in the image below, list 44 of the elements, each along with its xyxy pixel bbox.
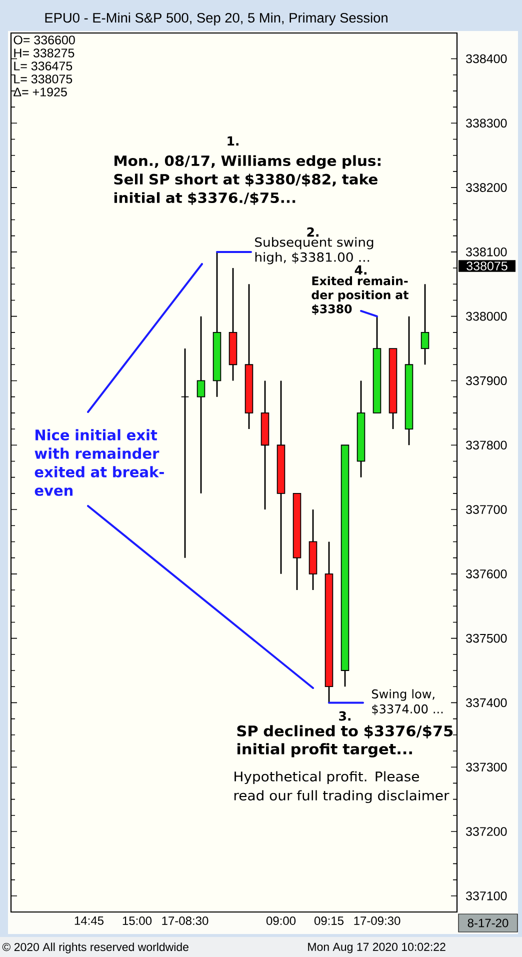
x-tick-label: 09:15 xyxy=(314,916,344,926)
text: 8-17-20 xyxy=(468,918,508,928)
candlestick xyxy=(196,316,206,494)
annotation: 4. xyxy=(354,265,366,275)
annotation: Exited remain-der position at $3380 xyxy=(312,276,408,315)
y-tick-label: 337100 xyxy=(466,891,507,900)
text: L= 336475 xyxy=(14,62,72,70)
annotation: Nice initial exit with remainder exited at break-even xyxy=(34,429,164,496)
y-tick-label: 338000 xyxy=(466,312,507,321)
x-tick-label: 17-09:30 xyxy=(354,916,400,926)
x-tick-label: 09:00 xyxy=(266,916,296,926)
annotation: Subsequent swing high, $3381.00 ... xyxy=(255,237,374,264)
candlestick xyxy=(420,283,430,366)
y-tick-label: 338400 xyxy=(466,54,507,64)
annotation: SP declined to $3376/$75 initial profit target... xyxy=(237,725,453,758)
candlestick xyxy=(180,348,190,559)
x-tick-label: 15:00 xyxy=(122,916,152,926)
y-tick-label: 337900 xyxy=(466,376,507,386)
annotation: 1. xyxy=(228,136,238,146)
y-tick-label: 338300 xyxy=(466,118,507,128)
text: O= 336600 xyxy=(14,36,75,44)
text: Δ= +1925 xyxy=(14,88,67,96)
y-tick-label: 337500 xyxy=(466,634,507,643)
y-tick-label: 337700 xyxy=(466,505,507,514)
text: 338075 xyxy=(466,262,508,270)
text: H= 338275 xyxy=(14,48,74,58)
x-tick-label: 14:45 xyxy=(74,916,104,925)
text: Mon Aug 17 2020 10:02:22 xyxy=(308,942,446,954)
y-tick-label: 337300 xyxy=(466,762,507,772)
text: L= 338075 xyxy=(14,74,72,84)
text: © 2020 All rights reserved worldwide xyxy=(2,942,188,954)
x-tick-label: 17-08:30 xyxy=(162,916,208,926)
annotation: Mon., 08/17, Williams edge plus: Sell SP short at $3380/$82, take initial at $3376./$75... xyxy=(114,155,380,205)
y-tick-label: 337200 xyxy=(466,827,507,836)
annotation: 2. xyxy=(307,227,318,237)
annotation: Swing low, $3374.00 ... xyxy=(372,689,443,716)
y-tick-label: 337800 xyxy=(466,440,507,450)
annotation: Hypothetical profit. Please read our full trading disclaimer xyxy=(234,771,450,804)
y-tick-label: 337400 xyxy=(466,698,507,708)
y-tick-label: 338200 xyxy=(466,183,507,192)
y-tick-label: 338100 xyxy=(466,248,507,256)
annotation: 3. xyxy=(339,711,350,721)
chart-title: EPU0 - E-Mini S&P 500, Sep 20, 5 Min, Primary Session xyxy=(45,12,388,26)
y-tick-label: 337600 xyxy=(466,570,507,578)
